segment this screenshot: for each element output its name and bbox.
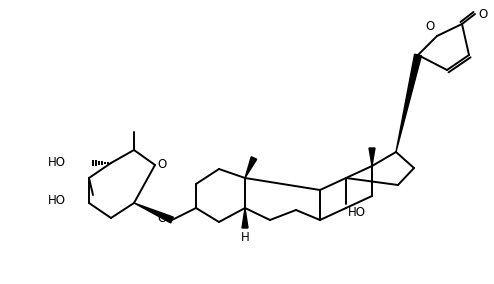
Text: O: O <box>157 158 166 172</box>
Polygon shape <box>134 203 173 223</box>
Polygon shape <box>245 157 257 178</box>
Text: O: O <box>158 212 166 224</box>
Text: H: H <box>241 231 249 244</box>
Text: HO: HO <box>348 206 366 219</box>
Polygon shape <box>242 208 248 228</box>
Polygon shape <box>396 54 421 152</box>
Polygon shape <box>369 148 375 166</box>
Text: HO: HO <box>48 156 66 170</box>
Text: HO: HO <box>48 193 66 206</box>
Text: O: O <box>426 20 435 33</box>
Text: O: O <box>478 7 487 20</box>
